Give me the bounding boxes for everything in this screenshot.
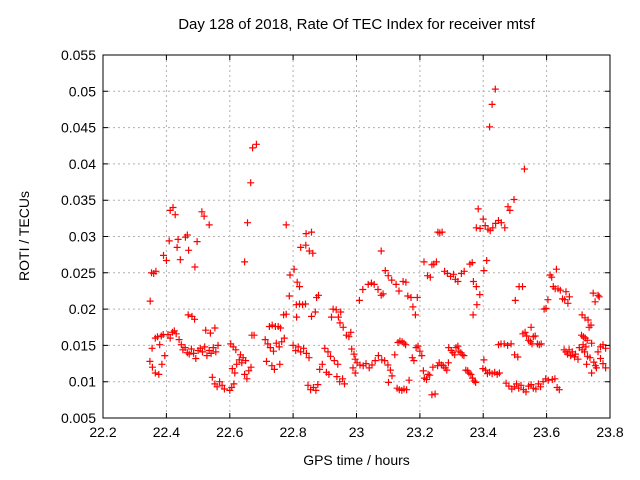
svg-text:22.6: 22.6: [216, 424, 243, 440]
svg-text:23.8: 23.8: [596, 424, 623, 440]
y-tick-labels: 0.005 0.01 0.015 0.02 0.025 0.03 0.035 0.04 0.04…: [61, 47, 96, 426]
svg-text:0.005: 0.005: [61, 410, 96, 426]
svg-text:23: 23: [349, 424, 365, 440]
x-tick-labels: 22.2 22.4 22.6 22.8 23 23.2 23.4 23.6 23.8: [89, 424, 623, 440]
chart-title: Day 128 of 2018, Rate Of TEC Index for r…: [178, 16, 535, 33]
x-axis-label: GPS time / hours: [303, 452, 410, 468]
grid-lines: [103, 55, 610, 418]
svg-text:23.4: 23.4: [470, 424, 497, 440]
svg-text:0.045: 0.045: [61, 120, 96, 136]
svg-text:23.6: 23.6: [533, 424, 560, 440]
svg-text:0.01: 0.01: [69, 374, 96, 390]
plot-border: [102, 54, 611, 419]
svg-text:22.8: 22.8: [279, 424, 306, 440]
svg-text:0.035: 0.035: [61, 192, 96, 208]
svg-text:22.2: 22.2: [89, 424, 116, 440]
svg-text:0.05: 0.05: [69, 83, 96, 99]
data-points: [146, 85, 610, 399]
svg-text:0.02: 0.02: [69, 301, 96, 317]
svg-text:0.03: 0.03: [69, 229, 96, 245]
svg-text:0.055: 0.055: [61, 47, 96, 63]
svg-text:0.04: 0.04: [69, 156, 96, 172]
tick-marks: [102, 54, 611, 419]
svg-text:0.015: 0.015: [61, 337, 96, 353]
svg-text:23.2: 23.2: [406, 424, 433, 440]
svg-text:0.025: 0.025: [61, 265, 96, 281]
svg-text:22.4: 22.4: [153, 424, 180, 440]
